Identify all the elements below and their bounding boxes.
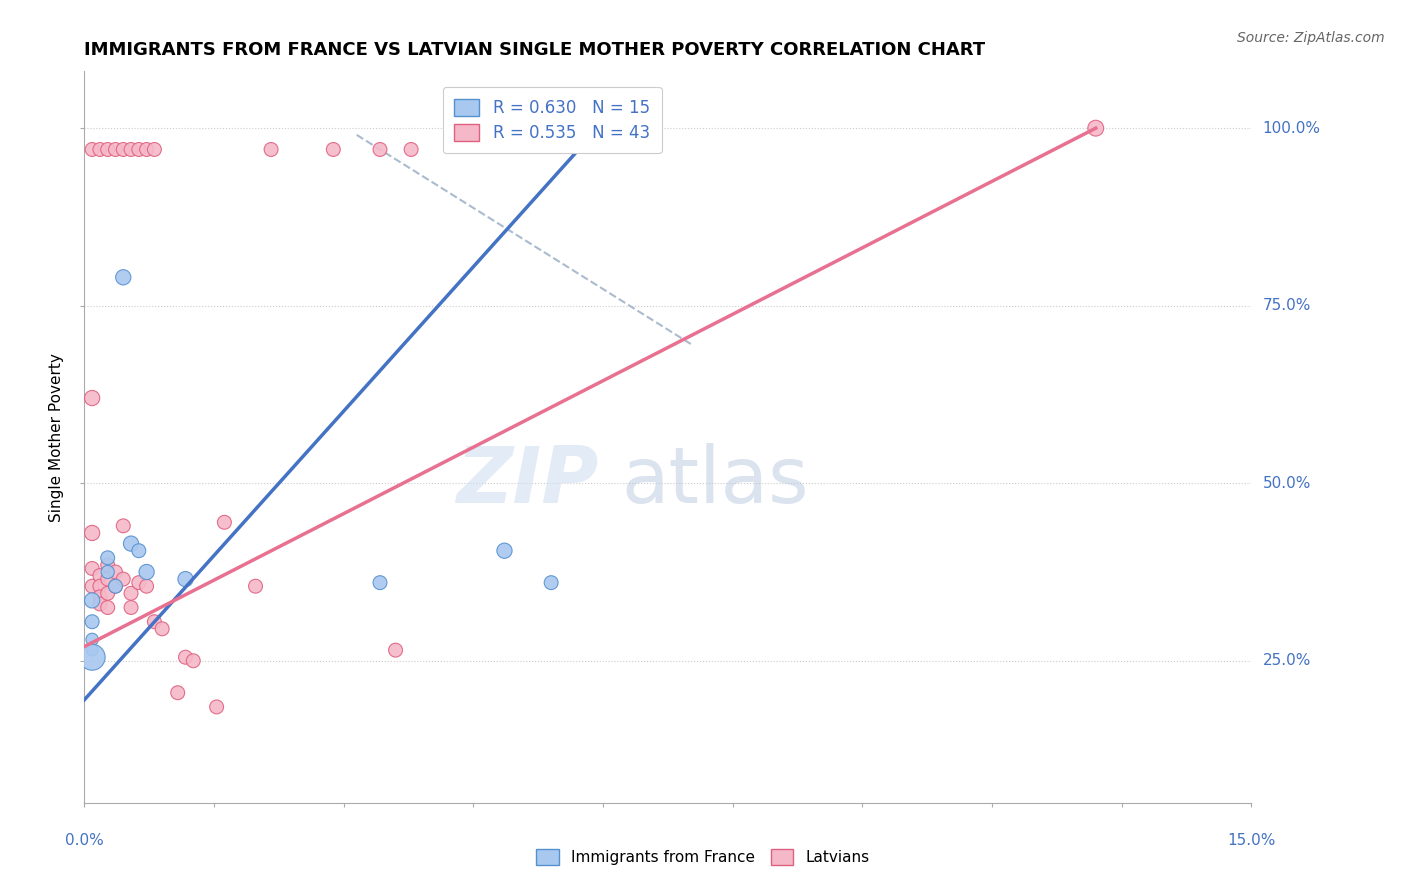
Point — [82, 391, 104, 405]
Point — [128, 543, 150, 558]
Point — [143, 615, 166, 629]
Point — [82, 615, 104, 629]
Text: atlas: atlas — [621, 443, 808, 519]
Text: 75.0%: 75.0% — [1263, 298, 1310, 313]
Text: 25.0%: 25.0% — [1263, 653, 1310, 668]
Point — [82, 579, 104, 593]
Text: Source: ZipAtlas.com: Source: ZipAtlas.com — [1237, 31, 1385, 45]
Point — [82, 593, 104, 607]
Legend: Immigrants from France, Latvians: Immigrants from France, Latvians — [530, 843, 876, 871]
Point — [214, 516, 236, 530]
Point — [120, 600, 142, 615]
Point — [166, 686, 188, 700]
Point — [181, 654, 204, 668]
Point — [104, 579, 127, 593]
Point — [399, 143, 422, 157]
Point — [1084, 121, 1107, 136]
Point — [112, 143, 135, 157]
Point — [112, 572, 135, 586]
Point — [104, 143, 127, 157]
Point — [97, 558, 120, 572]
Point — [245, 579, 267, 593]
Point — [82, 643, 104, 657]
Point — [205, 700, 228, 714]
Point — [540, 575, 562, 590]
Point — [128, 575, 150, 590]
Point — [322, 143, 344, 157]
Point — [112, 519, 135, 533]
Point — [89, 579, 111, 593]
Point — [82, 632, 104, 647]
Point — [174, 572, 197, 586]
Point — [494, 543, 516, 558]
Point — [368, 143, 391, 157]
Point — [89, 590, 111, 604]
Point — [89, 143, 111, 157]
Point — [143, 143, 166, 157]
Point — [174, 650, 197, 665]
Point — [97, 565, 120, 579]
Text: ZIP: ZIP — [456, 443, 598, 519]
Text: IMMIGRANTS FROM FRANCE VS LATVIAN SINGLE MOTHER POVERTY CORRELATION CHART: IMMIGRANTS FROM FRANCE VS LATVIAN SINGLE… — [84, 41, 986, 59]
Point — [104, 579, 127, 593]
Point — [97, 572, 120, 586]
Text: 50.0%: 50.0% — [1263, 475, 1310, 491]
Point — [97, 143, 120, 157]
Point — [89, 568, 111, 582]
Text: 0.0%: 0.0% — [65, 833, 104, 848]
Point — [112, 270, 135, 285]
Point — [97, 550, 120, 565]
Point — [135, 579, 157, 593]
Point — [97, 586, 120, 600]
Point — [260, 143, 283, 157]
Text: 15.0%: 15.0% — [1227, 833, 1275, 848]
Point — [128, 143, 150, 157]
Text: 100.0%: 100.0% — [1263, 120, 1320, 136]
Legend: R = 0.630   N = 15, R = 0.535   N = 43: R = 0.630 N = 15, R = 0.535 N = 43 — [443, 87, 662, 153]
Point — [82, 525, 104, 540]
Point — [120, 143, 142, 157]
Point — [120, 586, 142, 600]
Point — [82, 143, 104, 157]
Point — [135, 565, 157, 579]
Point — [82, 561, 104, 575]
Point — [82, 650, 104, 665]
Point — [97, 600, 120, 615]
Point — [104, 565, 127, 579]
Point — [150, 622, 173, 636]
Point — [368, 575, 391, 590]
Point — [135, 143, 157, 157]
Y-axis label: Single Mother Poverty: Single Mother Poverty — [49, 352, 65, 522]
Point — [384, 643, 406, 657]
Point — [120, 536, 142, 550]
Point — [89, 597, 111, 611]
